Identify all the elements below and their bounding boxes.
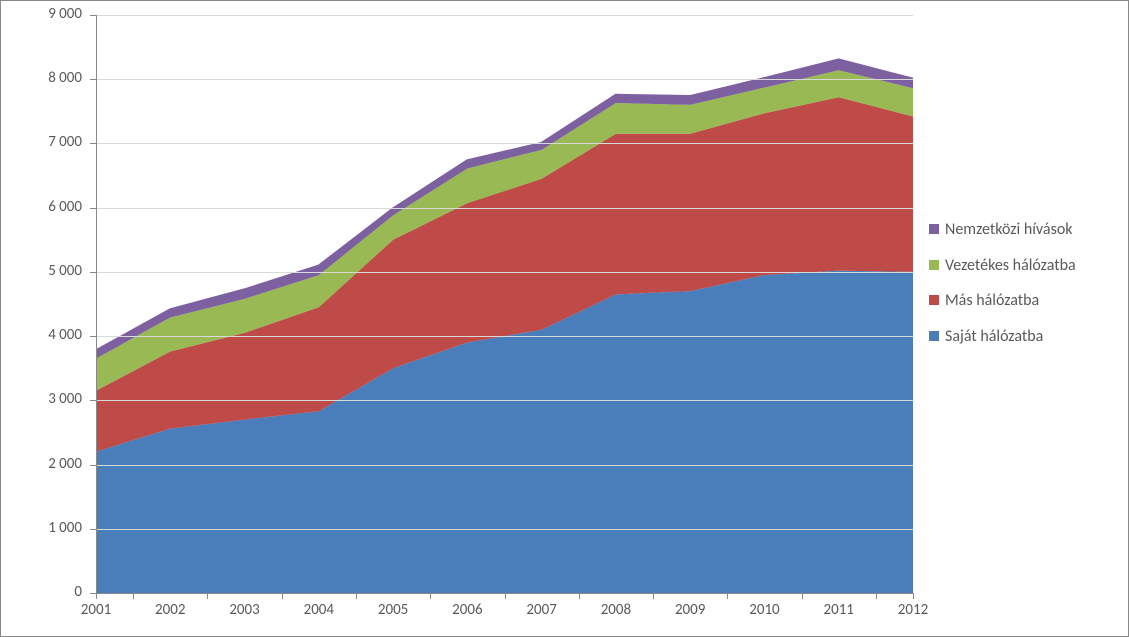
x-tick-label: 2002 [140,601,200,619]
legend-label: Más hálózatba [945,290,1039,312]
plot-area [96,15,913,593]
x-tick-label: 2007 [512,601,572,619]
gridline [96,272,913,273]
x-tick-label: 2009 [660,601,720,619]
y-tick-label: 2 000 [1,455,82,473]
y-tick-label: 1 000 [1,519,82,537]
legend-item-mas: Más hálózatba [929,290,1076,312]
legend-swatch [929,224,939,234]
x-tick-label: 2005 [363,601,423,619]
y-tick-label: 8 000 [1,69,82,87]
legend-swatch [929,295,939,305]
y-tick-label: 5 000 [1,262,82,280]
chart-legend: Nemzetközi hívások Vezetékes hálózatba Más… [929,219,1076,361]
y-tick-label: 9 000 [1,5,82,23]
x-tick-label: 2011 [809,601,869,619]
y-tick-label: 0 [1,583,82,601]
x-tick-label: 2012 [883,601,943,619]
x-tick-label: 2008 [586,601,646,619]
y-tick-label: 7 000 [1,133,82,151]
x-tick-label: 2003 [215,601,275,619]
gridline [96,143,913,144]
gridline [96,15,913,16]
gridline [96,336,913,337]
gridline [96,79,913,80]
gridline [96,208,913,209]
gridline [96,465,913,466]
legend-swatch [929,331,939,341]
y-tick-label: 6 000 [1,198,82,216]
y-tick-label: 4 000 [1,326,82,344]
legend-item-sajat: Saját hálózatba [929,326,1076,348]
legend-item-vezetekes: Vezetékes hálózatba [929,255,1076,277]
x-tick-label: 2006 [437,601,497,619]
x-tick-mark [913,593,914,599]
gridline [96,400,913,401]
y-tick-label: 3 000 [1,390,82,408]
x-tick-label: 2004 [289,601,349,619]
legend-label: Saját hálózatba [945,326,1043,348]
plot-svg [96,15,913,593]
gridline [96,529,913,530]
stacked-area-chart: 0 1 000 2 000 3 000 4 000 5 000 6 000 7 000 8 00… [0,0,1129,637]
x-axis-line [96,593,913,594]
x-tick-label: 2001 [66,601,126,619]
y-axis-line [96,15,97,593]
legend-item-nemzetkozi: Nemzetközi hívások [929,219,1076,241]
x-tick-label: 2010 [734,601,794,619]
legend-label: Vezetékes hálózatba [945,255,1076,277]
legend-label: Nemzetközi hívások [945,219,1073,241]
legend-swatch [929,260,939,270]
